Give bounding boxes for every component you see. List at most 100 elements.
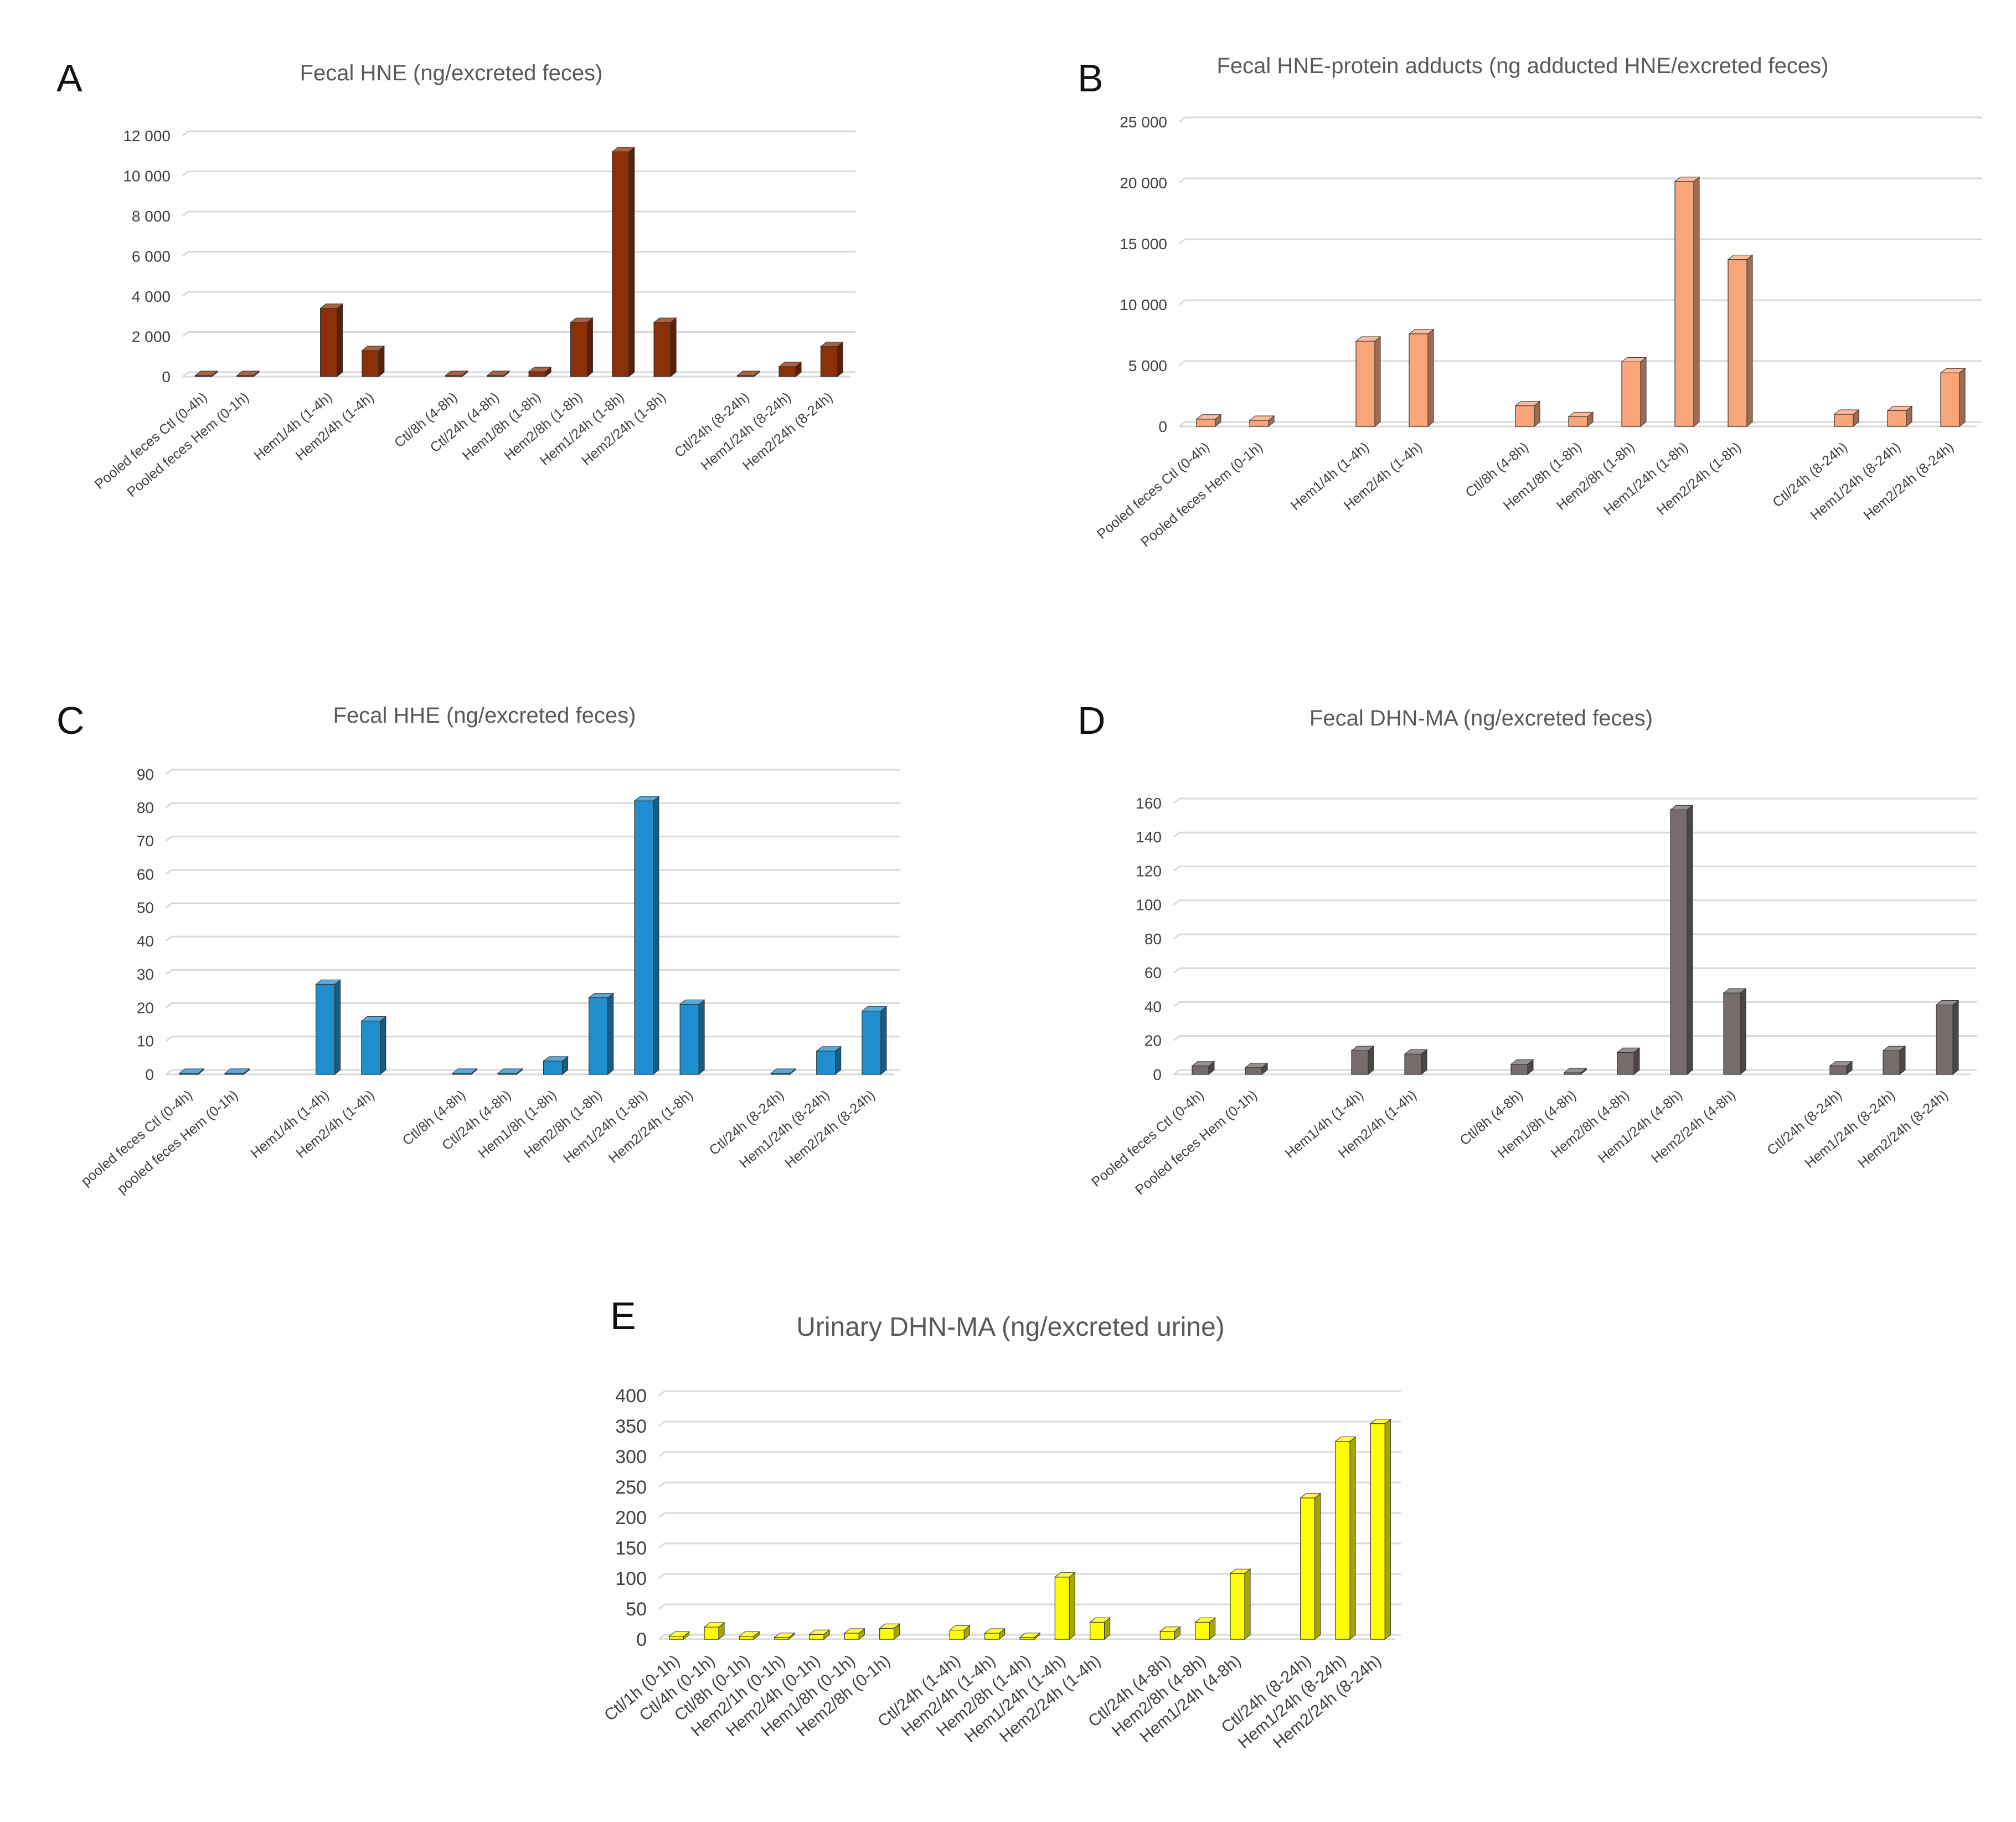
chart-a-bar — [819, 341, 844, 378]
chart-a-ytick-label: 10 000 — [123, 167, 171, 184]
chart-e-bar-front — [1159, 1631, 1175, 1640]
chart-e-ytick-label: 400 — [615, 1386, 647, 1407]
chart-e-grid-depth — [658, 1512, 665, 1519]
chart-e-bar-top — [1229, 1568, 1251, 1574]
chart-c-ytick-label: 90 — [137, 766, 154, 783]
chart-a-svg: A Fecal HNE (ng/excreted feces) 0 2 000 4 … — [56, 56, 855, 500]
panel-c: C Fecal HHE (ng/excreted feces) 0 10 20 30 4… — [44, 687, 952, 1241]
chart-e-bar — [843, 1628, 865, 1640]
chart-d-bar-side — [1740, 987, 1746, 1075]
chart-c-bar — [633, 796, 660, 1075]
chart-b-title: Fecal HNE-protein adducts (ng adducted H… — [1217, 54, 1829, 78]
chart-c-grid-depth — [166, 1002, 172, 1008]
chart-a-bar-front — [362, 350, 379, 377]
chart-c-bar — [497, 1068, 523, 1075]
chart-d-grid-depth — [1173, 866, 1180, 872]
chart-a-bar — [778, 361, 802, 378]
chart-d-bar-front — [1883, 1050, 1900, 1075]
chart-e-bar — [1334, 1436, 1357, 1640]
chart-c-grid-depth — [166, 1036, 172, 1042]
chart-d-bar-top — [1563, 1068, 1587, 1073]
chart-a-bar-front — [612, 151, 630, 377]
chart-d-ytick-label: 140 — [1136, 828, 1162, 846]
chart-a-grid-depth — [182, 251, 189, 257]
chart-c-bar-side — [380, 1016, 386, 1075]
chart-e-bar-top — [1159, 1627, 1181, 1632]
chart-e-bar-front — [1300, 1497, 1316, 1640]
chart-d-category-label: Hem1/24h (8-24h) — [1802, 1087, 1898, 1171]
chart-a-bar — [361, 345, 385, 378]
chart-e-bar — [879, 1623, 901, 1640]
chart-e-bar — [1194, 1617, 1216, 1640]
chart-e-bar-side — [1384, 1418, 1391, 1640]
chart-c-grid-depth — [166, 802, 172, 809]
chart-d-bar-top — [1723, 988, 1747, 994]
chart-d-bar-top — [1616, 1047, 1641, 1053]
chart-d-ytick-label: 160 — [1136, 795, 1162, 812]
chart-c-category-label: Hem2/24h (1-8h) — [606, 1087, 696, 1166]
chart-d-svg: D Fecal DHN-MA (ng/excreted feces) 0 20 40… — [1077, 699, 1977, 1198]
chart-d-bar-top — [1191, 1061, 1215, 1067]
chart-e-title: Urinary DHN-MA (ng/excreted urine) — [796, 1313, 1225, 1342]
chart-a-bar-top — [778, 362, 802, 367]
chart-b-bar-top — [1621, 357, 1647, 362]
chart-b-bar-side — [1693, 176, 1700, 428]
chart-e-bar — [1159, 1626, 1181, 1640]
chart-c-grid-depth — [166, 869, 172, 875]
chart-a-bar-top — [486, 370, 511, 376]
chart-e-bar-front — [844, 1633, 859, 1640]
chart-e-ytick-label: 0 — [636, 1629, 647, 1650]
chart-c-bar — [451, 1068, 478, 1075]
chart-b-ytick-label: 20 000 — [1120, 174, 1167, 192]
chart-d-bar-front — [1723, 992, 1741, 1075]
chart-a-bar-side — [586, 317, 593, 378]
chart-a-bar-top — [736, 370, 761, 376]
chart-b-grid-depth — [1179, 238, 1185, 245]
chart-d-ytick-label: 20 — [1144, 1032, 1162, 1049]
chart-c-bar-front — [361, 1021, 381, 1075]
chart-e-bar — [1054, 1572, 1076, 1640]
chart-e-bar — [1300, 1492, 1322, 1640]
chart-a-ytick-label: 8 000 — [132, 208, 171, 225]
chart-e-bar — [1019, 1632, 1041, 1640]
chart-e-bar — [774, 1632, 796, 1640]
chart-b-bar-top — [1355, 336, 1381, 342]
chart-a-bar — [194, 370, 219, 378]
chart-b-grid-depth — [1179, 116, 1185, 123]
chart-e-bar-front — [879, 1628, 895, 1640]
chart-c-bar-top — [588, 992, 615, 998]
chart-a-ytick-label: 6 000 — [132, 248, 171, 265]
chart-a-bar-top — [319, 303, 344, 309]
chart-d-ytick-label: 0 — [1153, 1066, 1162, 1083]
chart-d-bar-front — [1351, 1050, 1369, 1075]
chart-d-bar-front — [1510, 1064, 1528, 1075]
chart-c-title: Fecal HHE (ng/excreted feces) — [333, 703, 636, 728]
chart-c-category-label: Ctl/24h (8-24h) — [707, 1087, 787, 1159]
chart-a-bar-top — [236, 370, 260, 376]
chart-c-bar-top — [315, 979, 342, 985]
chart-e-bar — [1089, 1617, 1111, 1640]
chart-b-bar-front — [1887, 410, 1907, 427]
chart-e-bar — [1369, 1418, 1391, 1640]
chart-b-bar-front — [1355, 341, 1375, 427]
chart-e-bar — [738, 1631, 760, 1640]
chart-d-bar — [1350, 1046, 1375, 1075]
chart-a-bar-front — [778, 366, 796, 377]
chart-d-grid-depth — [1173, 933, 1180, 940]
chart-b-bar-side — [1640, 357, 1647, 428]
chart-d-bar-top — [1669, 805, 1694, 810]
chart-c-category-label: Hem1/4h (1-4h) — [248, 1087, 332, 1161]
chart-b-bar-top — [1833, 409, 1860, 415]
chart-e-bar-top — [1334, 1437, 1357, 1442]
chart-b-category-label: Hem1/24h (8-24h) — [1807, 439, 1903, 523]
chart-a-bar-side — [378, 345, 385, 378]
chart-d-bar-side — [1899, 1046, 1906, 1075]
chart-a-bar — [653, 317, 677, 378]
chart-a-bar — [445, 370, 468, 378]
chart-c-ytick-label: 80 — [137, 799, 154, 816]
chart-a-bar — [486, 370, 511, 378]
chart-a-ytick-label: 2 000 — [132, 328, 171, 345]
chart-e-bar-side — [1349, 1436, 1356, 1640]
chart-c-ytick-label: 20 — [137, 999, 154, 1016]
chart-b-bar — [1568, 411, 1594, 428]
